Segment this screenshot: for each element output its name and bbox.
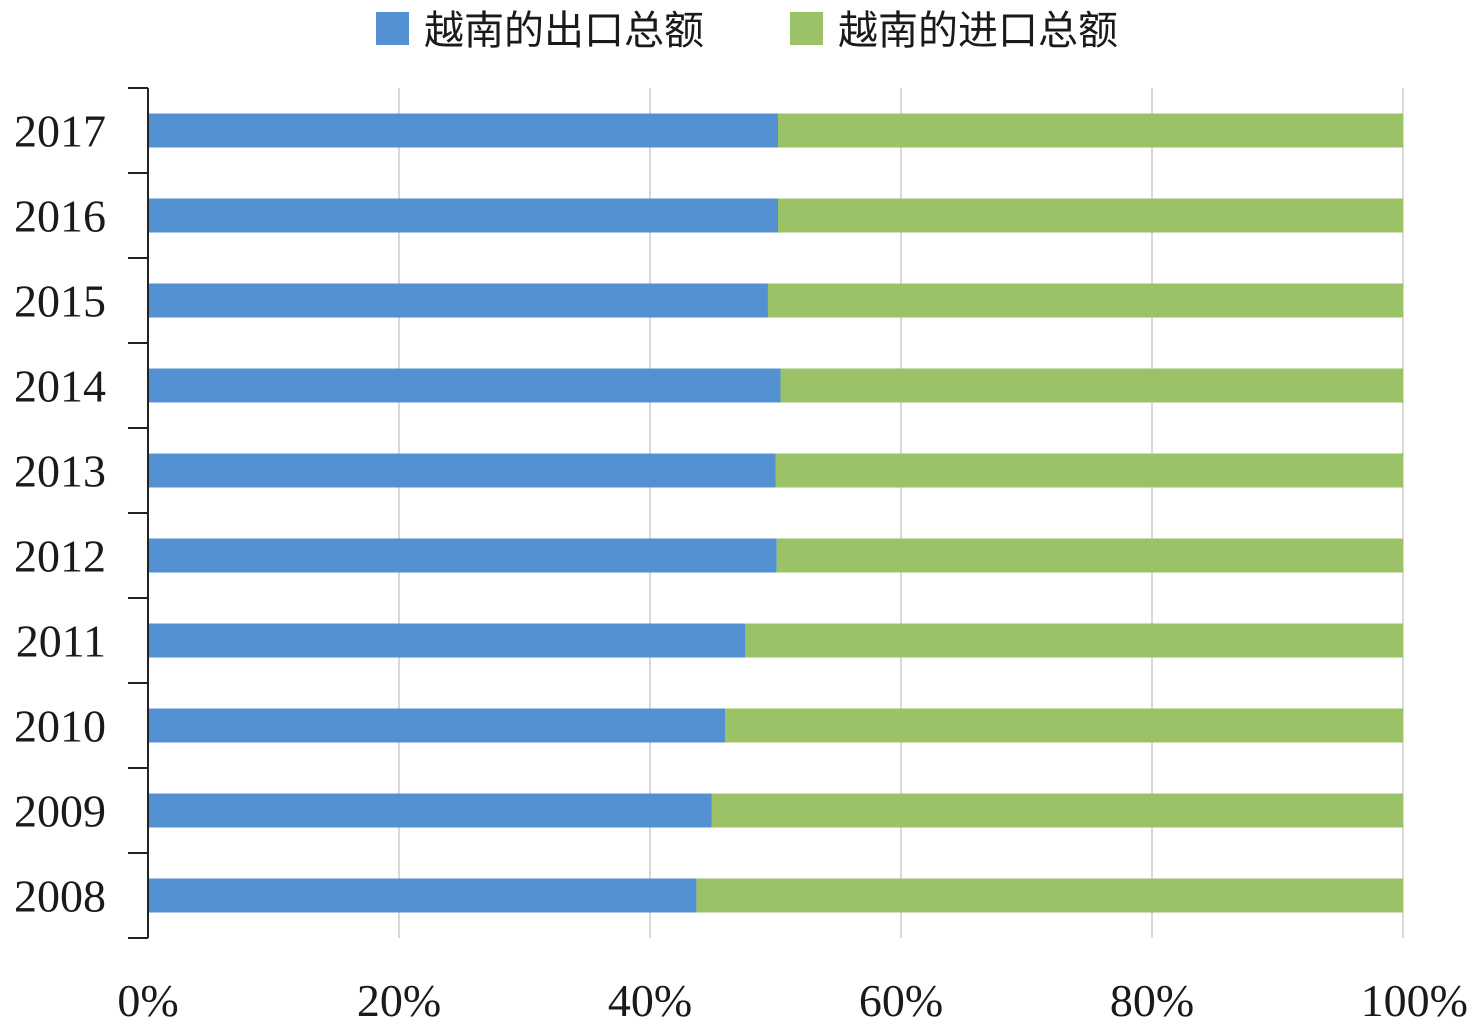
bar-export-2010 (148, 708, 726, 743)
legend-item-import: 越南的进口总额 (790, 8, 1118, 54)
bar-import-2013 (775, 453, 1403, 488)
bar-export-2016 (148, 198, 779, 233)
y-label-2016: 2016 (14, 191, 106, 242)
bar-import-2012 (776, 538, 1403, 573)
y-label-2011: 2011 (16, 616, 106, 667)
bar-export-2015 (148, 283, 768, 318)
x-label-0: 0% (117, 975, 178, 1026)
bar-export-2017 (148, 113, 779, 148)
x-label-2: 40% (608, 975, 692, 1026)
y-label-2014: 2014 (14, 361, 106, 412)
y-label-2009: 2009 (14, 786, 106, 837)
y-label-2012: 2012 (14, 531, 106, 582)
y-label-2015: 2015 (14, 276, 106, 327)
bar-export-2008 (148, 878, 697, 913)
bar-import-2014 (780, 368, 1403, 403)
bar-export-2014 (148, 368, 781, 403)
x-axis-labels: 0% 20% 40% 60% 80% 100% (117, 975, 1468, 1026)
bar-export-2012 (148, 538, 777, 573)
x-label-1: 20% (357, 975, 441, 1026)
bar-import-2011 (745, 623, 1403, 658)
x-label-5: 100% (1361, 975, 1468, 1026)
bar-import-2015 (767, 283, 1403, 318)
legend: 越南的出口总额 越南的进口总额 (376, 8, 1118, 54)
bar-import-2009 (711, 793, 1403, 828)
bar-import-2017 (778, 113, 1403, 148)
y-label-2008: 2008 (14, 871, 106, 922)
y-label-2010: 2010 (14, 701, 106, 752)
y-label-2013: 2013 (14, 446, 106, 497)
x-label-3: 60% (859, 975, 943, 1026)
y-axis-ticks (128, 87, 148, 939)
legend-item-export: 越南的出口总额 (376, 8, 704, 54)
y-axis-labels: 2017 2016 2015 2014 2013 2012 2011 2010 2009 2008 (14, 106, 106, 922)
legend-label-export: 越南的出口总额 (424, 8, 704, 54)
bar-export-2013 (148, 453, 776, 488)
bar-import-2008 (696, 878, 1403, 913)
bars (148, 113, 1403, 913)
x-label-4: 80% (1110, 975, 1194, 1026)
legend-swatch-export (376, 12, 409, 45)
legend-swatch-import (790, 12, 823, 45)
y-label-2017: 2017 (14, 106, 106, 157)
legend-label-import: 越南的进口总额 (838, 8, 1118, 54)
bar-export-2011 (148, 623, 746, 658)
bar-export-2009 (148, 793, 712, 828)
bar-import-2010 (725, 708, 1403, 743)
bar-import-2016 (778, 198, 1403, 233)
